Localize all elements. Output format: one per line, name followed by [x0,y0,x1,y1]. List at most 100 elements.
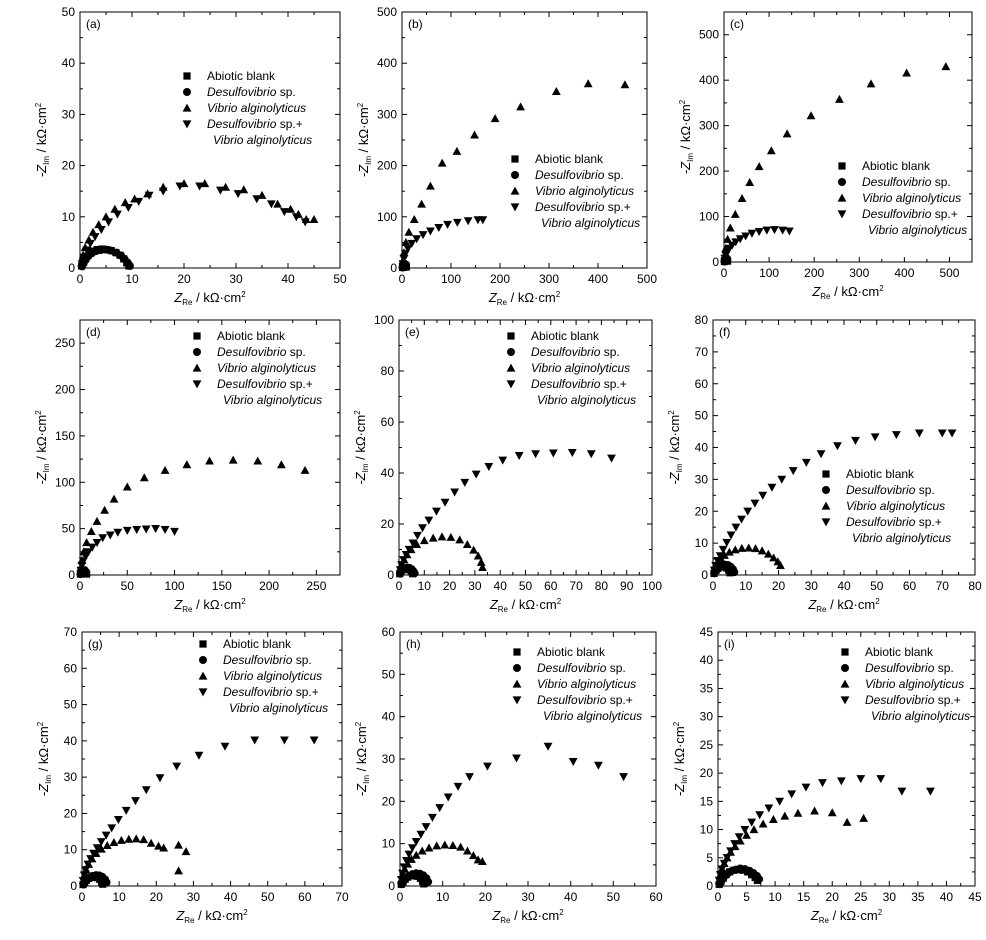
data-point [402,857,411,865]
data-point [583,79,593,88]
legend-label: Vibrio alginolyticus [229,701,328,715]
y-tick-label: 60 [695,377,709,391]
panel-label: (a) [86,17,101,31]
data-point [743,507,753,516]
data-point [866,79,876,88]
x-tick-label: 200 [490,272,510,286]
data-point [498,456,508,465]
y-tick-label: 40 [64,734,78,748]
data-point [842,817,852,826]
legend-label: Vibrio alginolyticus [852,531,951,545]
data-point [100,505,109,514]
y-tick-label: 200 [377,159,397,173]
data-point [926,787,935,796]
data-point [859,813,869,822]
data-point [762,226,772,235]
data-point [851,436,860,445]
data-point [76,566,86,575]
data-point [86,527,96,536]
x-tick-label: 30 [805,579,819,593]
x-tick-label: 100 [759,266,779,280]
data-point [478,562,487,571]
data-point [766,146,776,155]
legend-label: Desulfovibrio sp.+ [223,685,319,699]
y-tick-label: 0 [68,568,75,582]
y-tick-label: 15 [700,794,714,808]
data-point [96,844,106,853]
data-point [428,813,437,822]
y-tick-label: 30 [700,710,714,724]
legend-marker [513,648,521,656]
data-point [490,114,500,123]
y-tick-label: 0 [706,879,713,893]
panel-label: (f) [719,325,730,339]
y-tick-label: 5 [706,851,713,865]
legend-marker [192,363,202,372]
data-point [730,209,740,218]
legend-label: Desulfovibrio sp.+ [217,377,313,391]
data-point [421,823,431,832]
chart-panel-5: 0 10 20 30 40 50 60 70 80 90 100 0 20 40 60 80 100 (e) ZRe… [353,313,662,614]
legend-marker [838,162,846,170]
data-point [132,525,142,534]
panel-label: (e) [405,325,420,339]
y-axis-label: -ZIm / kΩ·cm2 [356,102,373,177]
legend-label: Desulfovibrio sp.+ [846,515,942,529]
legend-label: Desulfovibrio sp. [217,345,306,359]
x-tick-label: 60 [544,579,558,593]
y-tick-label: 25 [700,738,714,752]
y-tick-label: 30 [695,472,709,486]
x-tick-label: 90 [620,579,634,593]
legend-label: Vibrio alginolyticus [862,191,961,205]
data-point [941,62,951,71]
data-point [836,777,846,786]
data-point [276,460,286,469]
legend-label: Desulfovibrio sp.+ [535,200,631,214]
data-point [154,841,163,850]
data-point [468,851,478,860]
data-point [769,553,778,562]
data-point [412,540,422,548]
data-point [730,545,740,554]
x-tick-label: 50 [121,579,135,593]
x-tick-label: 400 [588,272,608,286]
data-point [747,818,757,827]
legend-marker [512,696,522,705]
series-triangle-up [398,79,630,264]
data-point [407,239,417,248]
data-point [122,482,132,491]
y-tick-label: 500 [377,5,397,19]
data-point [724,547,734,556]
y-axis-label: -ZIm / kΩ·cm2 [354,721,371,796]
x-tick-label: 0 [710,579,717,593]
legend-marker [510,203,520,212]
legend: Abiotic blank Desulfovibrio sp. Vibrio alg… [182,69,312,147]
data-point [411,850,421,859]
data-point [158,187,168,196]
data-point [286,204,295,213]
y-tick-label: 30 [64,770,78,784]
data-point [735,836,745,845]
data-point [291,213,301,222]
legend-label: Abiotic blank [223,637,292,651]
y-tick-label: 50 [64,698,78,712]
y-axis-label: -ZIm / kΩ·cm2 [36,721,53,796]
y-tick-label: 40 [381,466,395,480]
x-tick-label: 50 [519,579,533,593]
y-tick-label: 60 [382,625,396,639]
data-point [407,854,416,863]
y-tick-label: 400 [699,73,719,87]
x-tick-label: 50 [261,890,275,904]
data-point [443,220,452,229]
x-tick-label: 500 [939,266,959,280]
y-tick-label: 10 [64,843,78,857]
data-point [155,774,165,783]
data-point [401,238,411,246]
x-tick-label: 60 [298,890,312,904]
legend-label: Abiotic blank [535,152,604,166]
data-point [818,779,827,788]
data-point [754,227,764,236]
data-point [160,525,170,534]
y-tick-label: 250 [55,336,75,350]
data-point [174,840,183,849]
